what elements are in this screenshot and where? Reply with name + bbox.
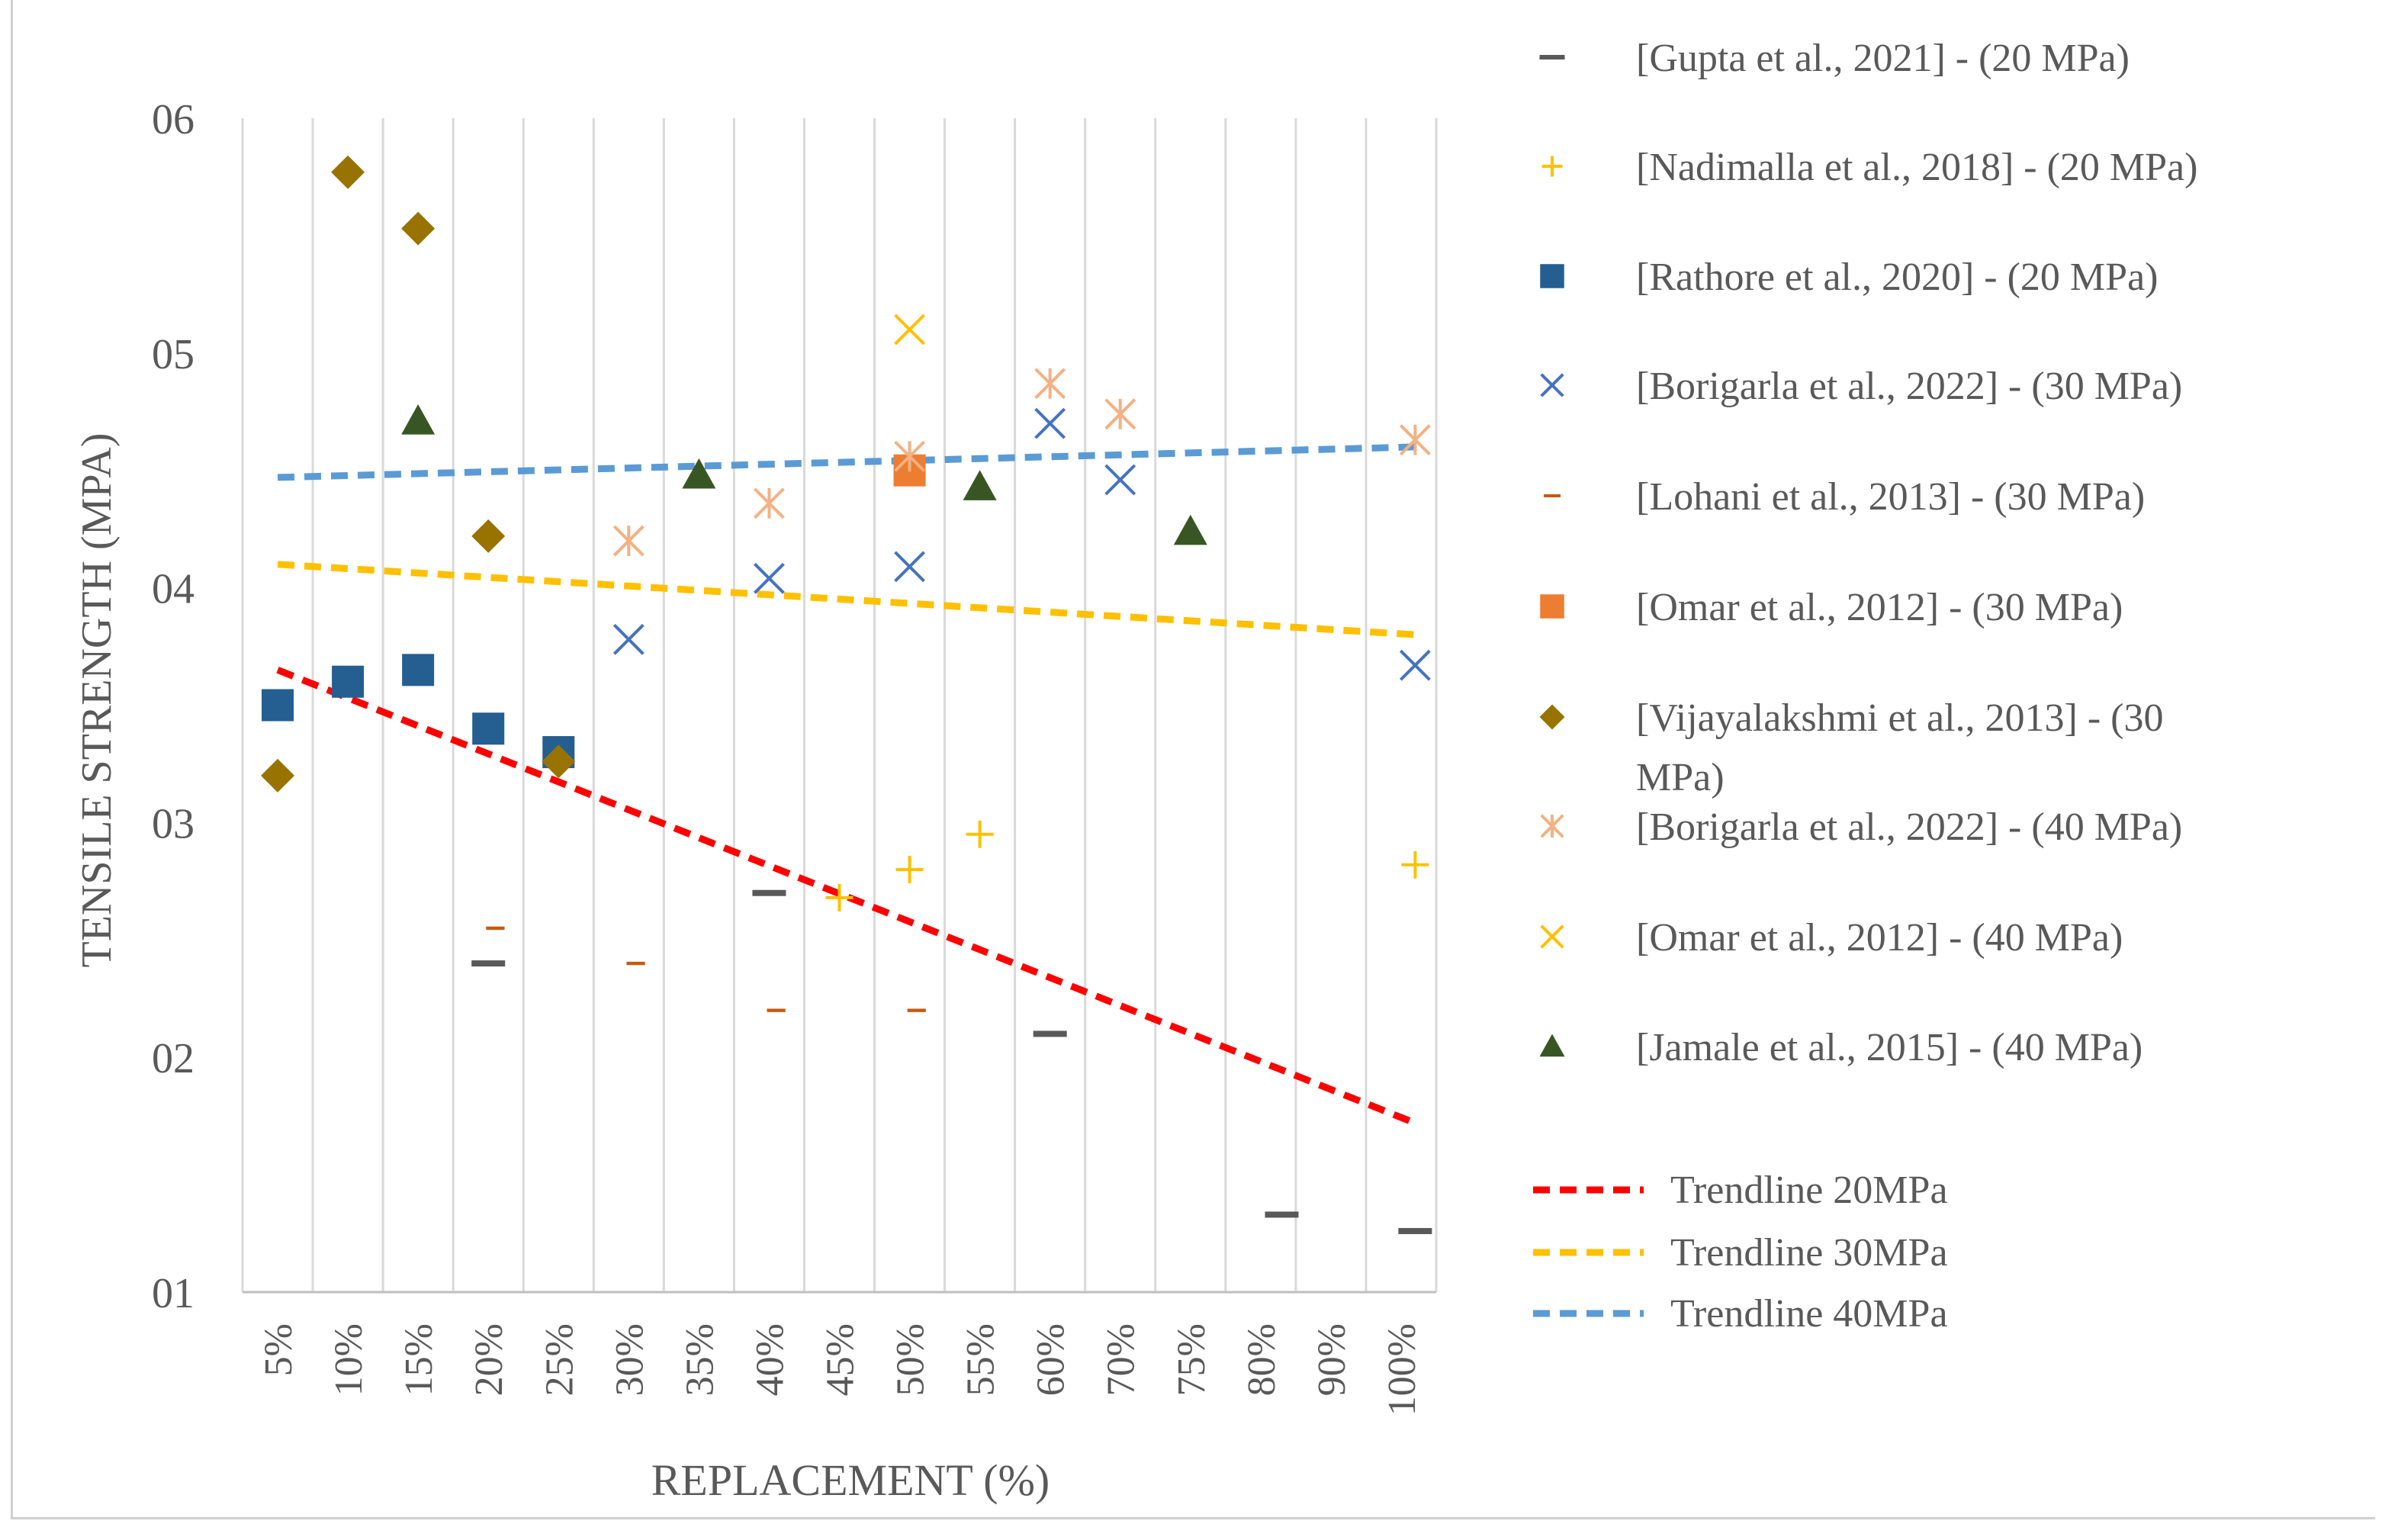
legend-label: [Omar et al., 2012] - (30 MPa)	[1636, 586, 2123, 629]
data-point	[1540, 373, 1564, 397]
data-point	[1539, 704, 1565, 730]
data-point	[261, 758, 295, 793]
y-tick-label: 01	[152, 1270, 194, 1317]
legend-label: Trendline 20MPa	[1670, 1169, 1948, 1212]
x-tick-label: 55%	[960, 1323, 1003, 1396]
data-point	[612, 623, 645, 655]
data-point	[894, 440, 925, 472]
legend-label: [Borigarla et al., 2022] - (40 MPa)	[1636, 805, 2182, 849]
legend-label: [Jamale et al., 2015] - (40 MPa)	[1636, 1026, 2143, 1069]
legend-label: [Vijayalakshmi et al., 2013] - (30 MPa)	[1636, 696, 2163, 799]
data-point	[1033, 1030, 1067, 1037]
x-tick-label: 90%	[1310, 1323, 1354, 1396]
data-point	[767, 1008, 786, 1012]
data-point	[1539, 1034, 1565, 1057]
x-tick-label: 60%	[1030, 1323, 1073, 1396]
data-point	[471, 519, 506, 553]
data-point	[542, 744, 576, 779]
x-tick-label: 75%	[1170, 1323, 1214, 1396]
data-point	[1399, 649, 1431, 681]
data-point	[1539, 55, 1565, 59]
x-tick-label: 25%	[538, 1323, 581, 1396]
data-point	[262, 689, 294, 722]
data-point	[754, 487, 785, 519]
x-tick-label: 15%	[397, 1323, 441, 1396]
y-tick-label: 06	[152, 96, 194, 143]
x-tick-label: 30%	[608, 1323, 651, 1396]
data-point	[966, 820, 994, 848]
legend: [Gupta et al., 2021] - (20 MPa) [Nadimall…	[1533, 37, 2197, 1336]
chart-frame	[11, 0, 2375, 1519]
data-point	[402, 654, 435, 686]
x-tick-label: 40%	[748, 1323, 792, 1396]
x-tick-label: 5%	[257, 1323, 301, 1376]
legend-label: Trendline 30MPa	[1670, 1231, 1948, 1275]
legend-label: [Omar et al., 2012] - (40 MPa)	[1636, 916, 2123, 960]
data-point	[1399, 424, 1431, 456]
data-point	[1401, 850, 1429, 879]
data-point	[1540, 594, 1564, 619]
data-point	[894, 313, 925, 346]
x-tick-label: 45%	[819, 1323, 863, 1396]
data-point	[1034, 368, 1066, 400]
trendline	[276, 667, 1417, 1127]
data-point	[1104, 464, 1136, 496]
data-point	[1540, 814, 1564, 838]
data-point	[1544, 494, 1561, 497]
trendline	[277, 561, 1416, 638]
data-point	[486, 926, 505, 931]
grid-lines	[241, 118, 1438, 1292]
x-tick-label: 50%	[889, 1323, 933, 1396]
data-point	[963, 470, 997, 500]
data-point	[754, 562, 785, 594]
data-point	[907, 1008, 926, 1012]
y-tick-label: 02	[152, 1035, 194, 1082]
data-point	[1540, 924, 1564, 949]
y-axis-label: TENSILE STRENGTH (MPA)	[73, 432, 121, 967]
legend-label: [Nadimalla et al., 2018] - (20 MPa)	[1636, 146, 2197, 189]
data-point	[1265, 1211, 1299, 1218]
legend-label: Trendline 40MPa	[1670, 1292, 1948, 1336]
data-point	[332, 665, 365, 698]
x-tick-label: 100%	[1381, 1323, 1424, 1416]
data-point	[752, 889, 786, 896]
data-point	[1034, 407, 1066, 439]
data-point	[612, 525, 645, 557]
data-point	[471, 960, 506, 967]
x-tick-label: 80%	[1240, 1323, 1284, 1396]
trendlines	[276, 443, 1417, 1127]
x-axis-label: REPLACEMENT (%)	[651, 1455, 1050, 1505]
legend-label: [Borigarla et al., 2022] - (30 MPa)	[1636, 365, 2182, 408]
trendline	[277, 443, 1416, 481]
y-tick-label: 03	[152, 800, 194, 847]
axes: 01 02 03 04 05 06 5% 10% 15% 20% 25% 30% 35% 40% 45% 50…	[152, 96, 1436, 1416]
data-point	[1398, 1227, 1432, 1234]
data-point	[895, 855, 924, 883]
legend-label: [Lohani et al., 2013] - (30 MPa)	[1636, 475, 2145, 519]
legend-label: [Gupta et al., 2021] - (20 MPa)	[1636, 37, 2130, 80]
x-tick-label: 35%	[678, 1323, 722, 1396]
data-point	[472, 712, 505, 745]
data-point	[401, 404, 436, 435]
data-point	[1104, 398, 1136, 430]
data-point	[1541, 156, 1563, 177]
x-tick-label: 10%	[327, 1323, 371, 1396]
data-point	[1540, 264, 1564, 288]
data-point	[682, 458, 716, 489]
legend-label: [Rathore et al., 2020] - (20 MPa)	[1636, 256, 2158, 299]
data-points	[261, 155, 1432, 1234]
x-tick-label: 70%	[1100, 1323, 1143, 1396]
y-tick-label: 04	[152, 566, 194, 613]
y-tick-label: 05	[152, 331, 194, 378]
x-tick-label: 20%	[468, 1323, 511, 1396]
data-point	[894, 551, 925, 583]
data-point	[626, 961, 645, 966]
data-point	[1173, 514, 1207, 545]
data-point	[401, 211, 436, 246]
data-point	[825, 883, 853, 911]
data-point	[331, 155, 365, 189]
